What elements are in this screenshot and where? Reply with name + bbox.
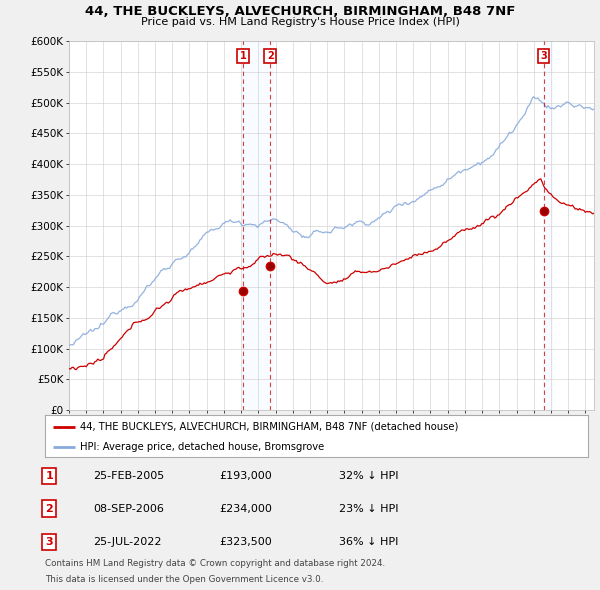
Text: 25-FEB-2005: 25-FEB-2005 [93,471,164,481]
Bar [242,41,273,410]
Text: Contains HM Land Registry data © Crown copyright and database right 2024.: Contains HM Land Registry data © Crown c… [45,559,385,568]
Text: 3: 3 [540,51,547,61]
Text: Price paid vs. HM Land Registry's House Price Index (HPI): Price paid vs. HM Land Registry's House … [140,17,460,27]
Text: 1: 1 [240,51,247,61]
Text: 44, THE BUCKLEYS, ALVECHURCH, BIRMINGHAM, B48 7NF (detached house): 44, THE BUCKLEYS, ALVECHURCH, BIRMINGHAM… [80,422,458,432]
Text: 08-SEP-2006: 08-SEP-2006 [93,504,164,513]
Text: £323,500: £323,500 [219,537,272,546]
Text: 1: 1 [46,471,53,481]
Text: 23% ↓ HPI: 23% ↓ HPI [339,504,398,513]
Text: HPI: Average price, detached house, Bromsgrove: HPI: Average price, detached house, Brom… [80,442,325,451]
Text: £193,000: £193,000 [219,471,272,481]
Text: 44, THE BUCKLEYS, ALVECHURCH, BIRMINGHAM, B48 7NF: 44, THE BUCKLEYS, ALVECHURCH, BIRMINGHAM… [85,5,515,18]
Text: 32% ↓ HPI: 32% ↓ HPI [339,471,398,481]
Bar [543,41,552,410]
Text: 25-JUL-2022: 25-JUL-2022 [93,537,161,546]
Text: 2: 2 [46,504,53,513]
Text: This data is licensed under the Open Government Licence v3.0.: This data is licensed under the Open Gov… [45,575,323,584]
Text: 36% ↓ HPI: 36% ↓ HPI [339,537,398,546]
Text: £234,000: £234,000 [219,504,272,513]
Text: 2: 2 [267,51,274,61]
Text: 3: 3 [46,537,53,546]
